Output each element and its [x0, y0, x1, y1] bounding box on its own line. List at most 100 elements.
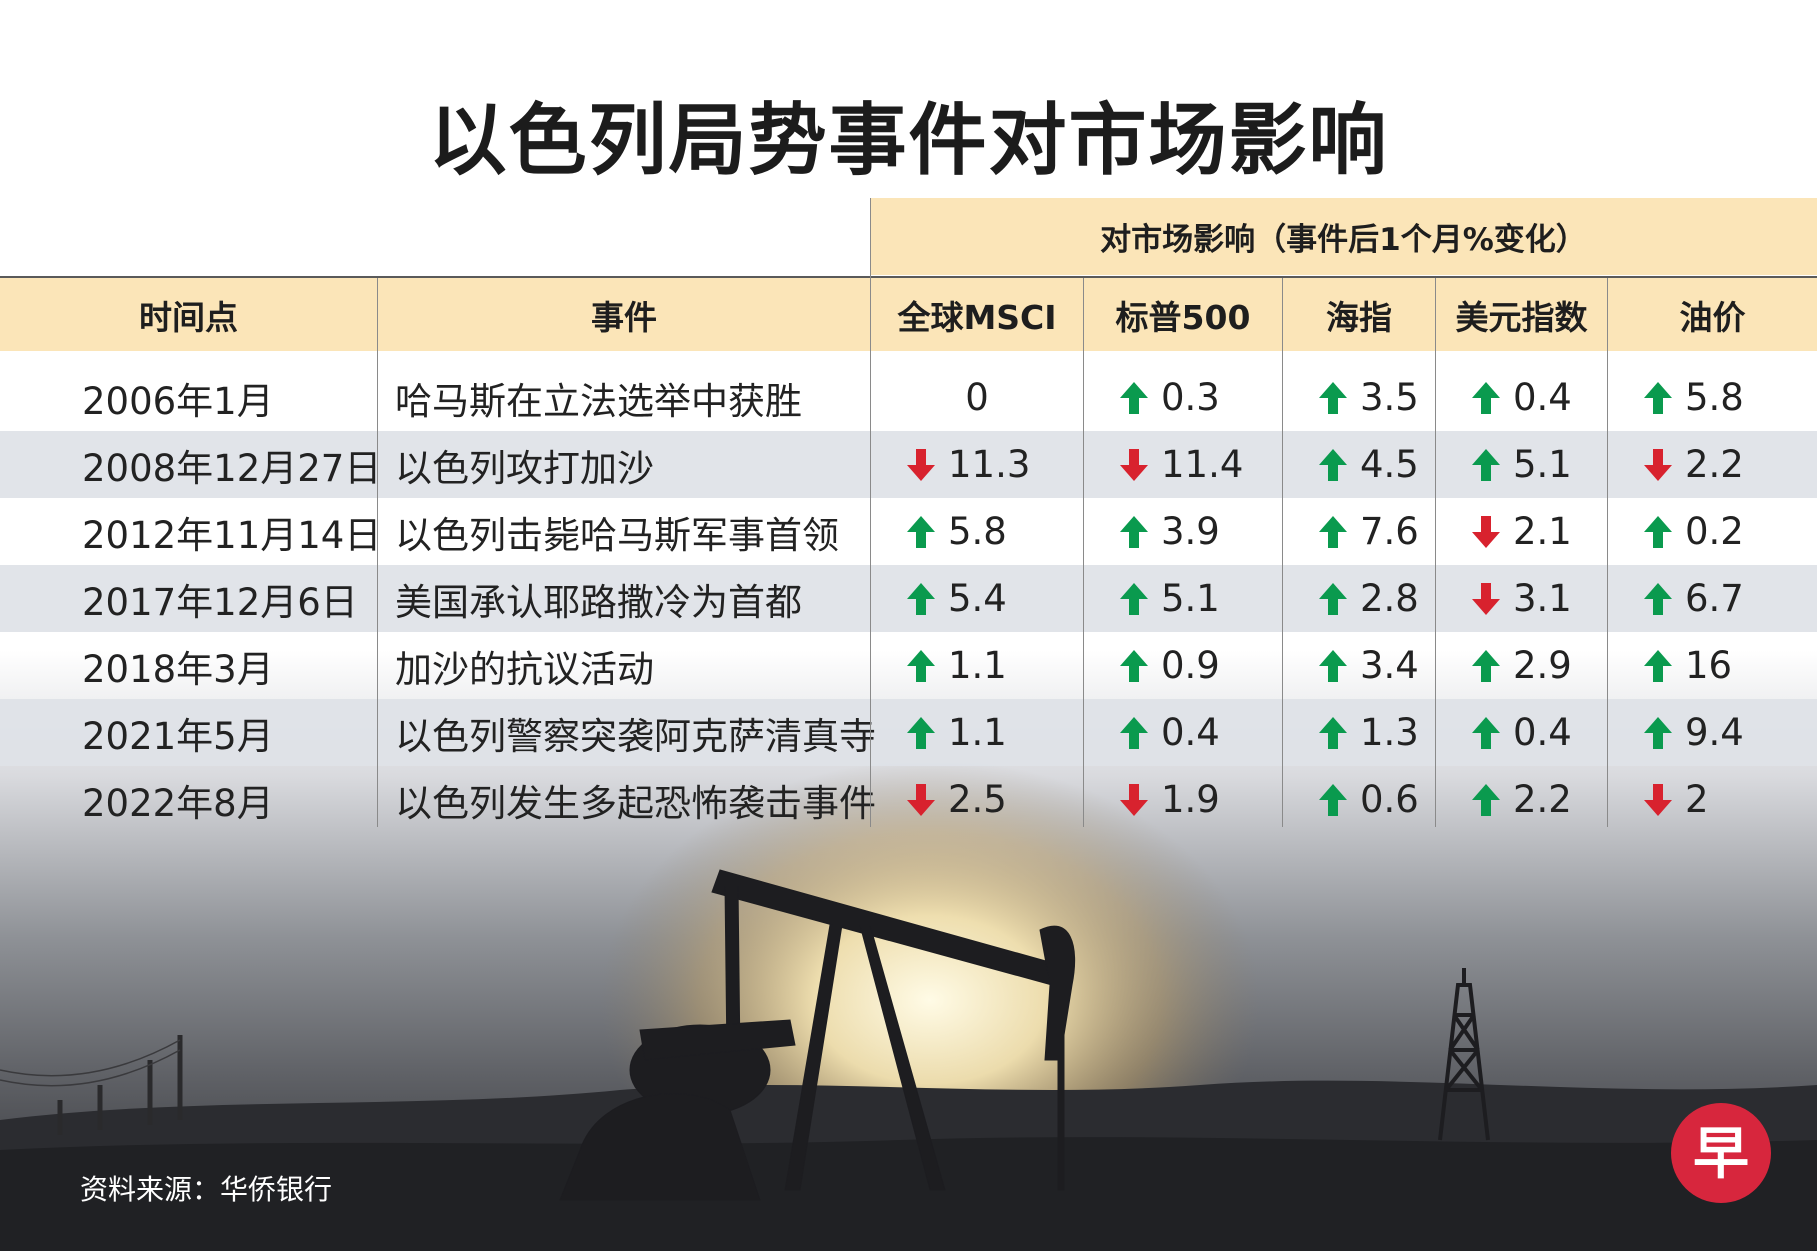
sti-value-cell: 7.6 [1318, 498, 1435, 565]
sp500-value-cell: 0.4 [1119, 699, 1282, 766]
value-label: 11.4 [1161, 443, 1244, 486]
arrow-down-icon [1644, 783, 1672, 816]
column-header-date: 时间点 [139, 297, 238, 337]
column-header-sti: 海指 [1326, 297, 1392, 337]
arrow-up-icon [1472, 381, 1500, 414]
column-header-dxy: 美元指数 [1455, 297, 1588, 337]
date-cell: 2006年1月 [82, 379, 274, 423]
dxy-value-cell: 0.4 [1471, 699, 1607, 766]
date-cell: 2018年3月 [82, 647, 274, 691]
value-label: 0.4 [1513, 376, 1572, 419]
arrow-down-icon [907, 783, 935, 816]
sp500-value-cell: 0.9 [1119, 632, 1282, 699]
arrow-up-icon [1319, 649, 1347, 682]
arrow-down-icon [1644, 448, 1672, 481]
value-label: 2 [1685, 778, 1709, 821]
table-row: 2022年8月 以色列发生多起恐怖袭击事件 2.5 1.9 0.6 2.2 2 [0, 766, 1817, 833]
arrow-up-icon [1472, 448, 1500, 481]
value-label: 0 [965, 376, 989, 419]
event-cell: 以色列攻打加沙 [395, 446, 654, 490]
value-label: 0.4 [1161, 711, 1220, 754]
value-label: 0.3 [1161, 376, 1220, 419]
column-divider [1607, 278, 1608, 827]
oil-value-cell: 9.4 [1643, 699, 1817, 766]
column-divider [1435, 278, 1436, 827]
dxy-value-cell: 2.9 [1471, 632, 1607, 699]
value-label: 16 [1685, 644, 1733, 687]
arrow-up-icon [1120, 649, 1148, 682]
arrow-up-icon [1472, 783, 1500, 816]
chart-title: 以色列局势事件对市场影响 [428, 96, 1389, 186]
value-label: 11.3 [948, 443, 1031, 486]
dxy-value-cell: 2.1 [1471, 498, 1607, 565]
sp500-value-cell: 5.1 [1119, 565, 1282, 632]
sp500-value-cell: 1.9 [1119, 766, 1282, 833]
value-label: 0.2 [1685, 510, 1744, 553]
value-label: 2.1 [1513, 510, 1572, 553]
arrow-up-icon [1644, 515, 1672, 548]
arrow-down-icon [1472, 582, 1500, 615]
sti-value-cell: 0.6 [1318, 766, 1435, 833]
arrow-up-icon [1319, 381, 1347, 414]
arrow-up-icon [1644, 381, 1672, 414]
value-label: 2.5 [948, 778, 1007, 821]
arrow-up-icon [1472, 649, 1500, 682]
arrow-up-icon [1319, 716, 1347, 749]
date-cell: 2012年11月14日 [82, 513, 382, 557]
msci-value-cell: 2.5 [906, 766, 1083, 833]
arrow-down-icon [907, 448, 935, 481]
column-header-msci: 全球MSCI [897, 297, 1057, 337]
column-header-oil: 油价 [1679, 297, 1746, 337]
logo-text: 早 [1693, 1122, 1749, 1187]
value-label: 1.3 [1360, 711, 1419, 754]
value-label: 2.2 [1685, 443, 1744, 486]
msci-value-cell: 11.3 [906, 431, 1083, 498]
dxy-value-cell: 5.1 [1471, 431, 1607, 498]
sp500-value-cell: 3.9 [1119, 498, 1282, 565]
value-label: 0.9 [1161, 644, 1220, 687]
table-row: 2006年1月 哈马斯在立法选举中获胜 0 0.3 3.5 0.4 5.8 [0, 364, 1817, 431]
arrow-up-icon [1644, 716, 1672, 749]
table-row: 2017年12月6日 美国承认耶路撒冷为首都 5.4 5.1 2.8 3.1 6.7 [0, 565, 1817, 632]
value-label: 4.5 [1360, 443, 1419, 486]
oil-value-cell: 6.7 [1643, 565, 1817, 632]
value-label: 6.7 [1685, 577, 1744, 620]
arrow-up-icon [1472, 716, 1500, 749]
arrow-up-icon [907, 515, 935, 548]
value-label: 3.1 [1513, 577, 1572, 620]
table-row: 2021年5月 以色列警察突袭阿克萨清真寺 1.1 0.4 1.3 0.4 9.4 [0, 699, 1817, 766]
oil-value-cell: 0.2 [1643, 498, 1817, 565]
value-label: 0.4 [1513, 711, 1572, 754]
oil-value-cell: 2 [1643, 766, 1817, 833]
value-label: 3.4 [1360, 644, 1419, 687]
source-note: 资料来源：华侨银行 [80, 1173, 333, 1206]
column-divider [1083, 278, 1084, 827]
sti-value-cell: 4.5 [1318, 431, 1435, 498]
dxy-value-cell: 0.4 [1471, 364, 1607, 431]
value-label: 5.8 [1685, 376, 1744, 419]
column-header-sp500: 标普500 [1115, 297, 1251, 337]
oil-value-cell: 5.8 [1643, 364, 1817, 431]
arrow-up-icon [907, 582, 935, 615]
event-cell: 美国承认耶路撒冷为首都 [395, 580, 802, 624]
event-cell: 以色列击毙哈马斯军事首领 [395, 513, 839, 557]
header-rule [0, 276, 1817, 278]
date-cell: 2017年12月6日 [82, 580, 358, 624]
arrow-down-icon [1120, 783, 1148, 816]
msci-value-cell: 5.4 [906, 565, 1083, 632]
arrow-up-icon [1319, 582, 1347, 615]
event-cell: 加沙的抗议活动 [395, 647, 654, 691]
value-label: 5.1 [1161, 577, 1220, 620]
sti-value-cell: 1.3 [1318, 699, 1435, 766]
arrow-up-icon [1319, 515, 1347, 548]
arrow-up-icon [1319, 448, 1347, 481]
column-header-event: 事件 [591, 297, 657, 337]
value-label: 2.8 [1360, 577, 1419, 620]
column-divider [1282, 278, 1283, 827]
value-label: 5.1 [1513, 443, 1572, 486]
arrow-up-icon [1319, 783, 1347, 816]
date-cell: 2022年8月 [82, 781, 274, 825]
arrow-up-icon [1120, 381, 1148, 414]
msci-value-cell: 1.1 [906, 632, 1083, 699]
value-label: 5.8 [948, 510, 1007, 553]
